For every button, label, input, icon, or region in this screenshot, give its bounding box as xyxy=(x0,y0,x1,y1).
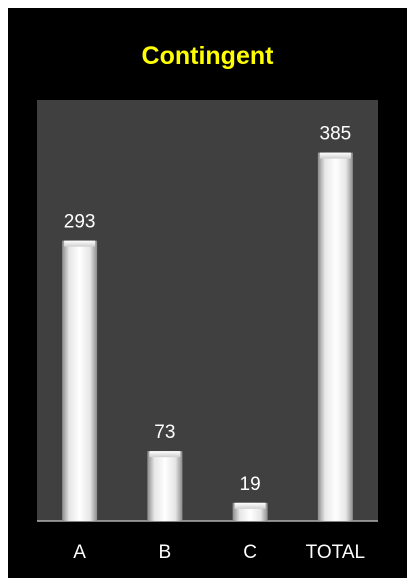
value-label-c: 19 xyxy=(240,474,261,495)
bar-a xyxy=(62,240,98,521)
chart-title: Contingent xyxy=(141,42,274,70)
bar-body xyxy=(62,240,98,521)
category-label-b: B xyxy=(159,542,172,563)
bar-b xyxy=(147,451,183,521)
chart-frame: Contingent 293 A 73 B 19 C 385 TOTAL xyxy=(8,8,407,578)
category-label-a: A xyxy=(73,542,86,563)
bar-total xyxy=(317,152,353,521)
bar-body xyxy=(147,451,183,521)
value-label-total: 385 xyxy=(320,124,352,145)
bar-body xyxy=(317,152,353,521)
bar-c xyxy=(232,502,268,521)
bar-bevel-top xyxy=(319,152,351,159)
bar-bevel-top xyxy=(234,502,266,509)
bar-chart: 293 A 73 B 19 C 385 TOTAL xyxy=(37,100,378,563)
value-label-b: 73 xyxy=(154,422,175,443)
category-label-total: TOTAL xyxy=(306,542,365,563)
value-label-a: 293 xyxy=(64,212,96,233)
bar-bevel-top xyxy=(64,240,96,247)
category-label-c: C xyxy=(243,542,257,563)
bar-bevel-top xyxy=(149,451,181,458)
